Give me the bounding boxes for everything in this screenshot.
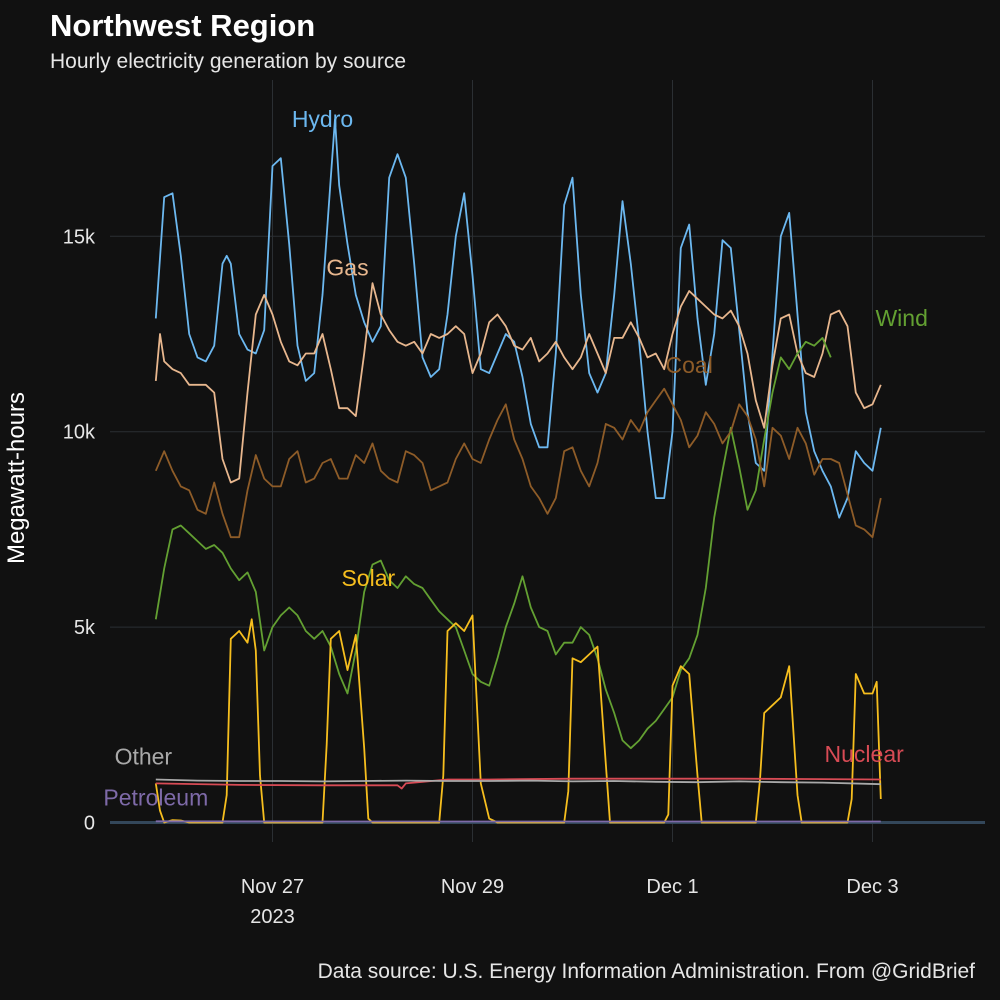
coal-line — [154, 387, 882, 539]
other-line — [155, 778, 881, 786]
chart-title: Northwest Region — [50, 8, 316, 43]
x-tick-year-label: 2023 — [250, 906, 295, 928]
gas-series-label: Gas — [326, 254, 368, 280]
y-axis-ticks: 0 5k 10k 15k — [63, 226, 96, 834]
x-tick-label: Dec 3 — [846, 876, 898, 898]
y-tick-label: 10k — [63, 422, 96, 444]
petroleum-series-label: Petroleum — [103, 784, 208, 810]
solar-line — [154, 614, 882, 824]
coal-series-label: Coal — [666, 352, 713, 378]
other-series-label: Other — [115, 744, 173, 770]
wind-line — [154, 337, 832, 750]
hydro-line — [154, 118, 882, 519]
gas-line — [154, 282, 882, 484]
hydro-series-label: Hydro — [292, 106, 353, 132]
x-axis-ticks: Nov 27 2023 Nov 29 Dec 1 Dec 3 — [241, 876, 899, 928]
series-lines — [154, 118, 882, 824]
solar-series-label: Solar — [341, 565, 395, 591]
series-labels: Hydro Gas Wind Coal Solar Nuclear Other Petrole… — [103, 106, 927, 810]
chart-subtitle: Hourly electricity generation by source — [50, 50, 406, 73]
x-tick-label: Nov 27 — [241, 876, 304, 898]
y-tick-label: 15k — [63, 226, 96, 248]
y-tick-label: 0 — [84, 812, 95, 834]
y-axis-label: Megawatt-hours — [3, 392, 30, 564]
wind-series-label: Wind — [875, 305, 927, 331]
x-tick-label: Dec 1 — [646, 876, 698, 898]
y-tick-label: 5k — [74, 617, 96, 639]
source-caption: Data source: U.S. Energy Information Adm… — [317, 960, 975, 983]
nuclear-series-label: Nuclear — [825, 741, 905, 767]
x-tick-label: Nov 29 — [441, 876, 504, 898]
